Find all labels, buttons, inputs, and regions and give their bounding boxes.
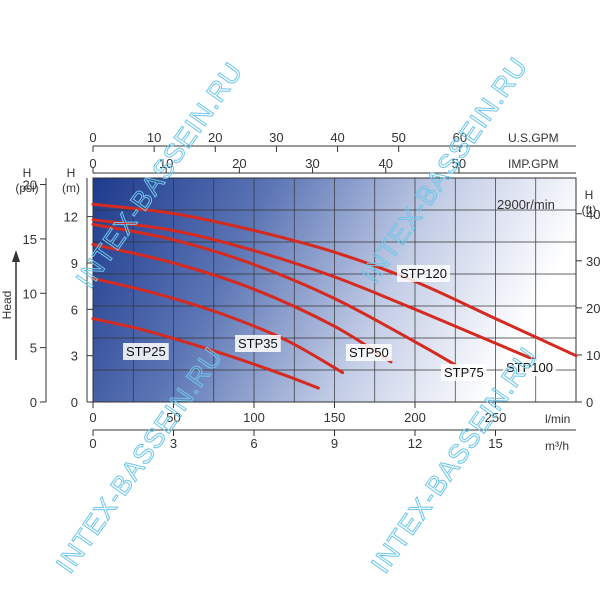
us-gpm-tick-label: 60 (453, 130, 467, 145)
series-labels: STP25 STP35 STP50 STP75 STP100 STP120 (123, 265, 556, 381)
imp-gpm-tick-label: 10 (159, 156, 173, 171)
curve-stp25 (91, 317, 320, 390)
lpm-tick-label: 100 (243, 410, 265, 425)
us-gpm-tick-label: 20 (208, 130, 222, 145)
label-stp100: STP100 (506, 360, 553, 375)
m3h-tick-label: 3 (170, 436, 177, 451)
label-bg-stp25 (123, 343, 169, 360)
lpm-tick-label: 250 (485, 410, 507, 425)
curve-stp100 (91, 218, 538, 362)
label-bg-stp100 (503, 359, 556, 376)
imp-gpm-tick-label: 40 (378, 156, 392, 171)
curve-stp75 (91, 222, 457, 367)
imp-gpm-tick-label: 0 (89, 156, 96, 171)
lpm-tick-label: 50 (166, 410, 180, 425)
m3h-tick-label: 0 (89, 436, 96, 451)
ft-tick-label: 10 (586, 348, 600, 363)
curve-stp120 (91, 202, 578, 358)
m-tick-label: 9 (71, 256, 78, 271)
m3h-tick-label: 9 (331, 436, 338, 451)
psi-tick-label: 5 (30, 341, 37, 356)
us-gpm-unit-label: U.S.GPM (508, 131, 559, 145)
psi-unit-label: H (psi) (15, 166, 38, 195)
us-gpm-tick-label: 30 (269, 130, 283, 145)
imp-gpm-tick-label: 20 (232, 156, 246, 171)
label-bg-stp35 (235, 335, 281, 352)
label-stp25: STP25 (126, 344, 166, 359)
m-tick-label: 3 (71, 349, 78, 364)
imp-gpm-tick-label: 30 (305, 156, 319, 171)
ft-unit-label: H (ft) (582, 188, 597, 217)
label-stp120: STP120 (400, 266, 447, 281)
label-stp50: STP50 (349, 345, 389, 360)
label-bg-stp120 (397, 265, 450, 282)
label-bg-stp75 (441, 364, 487, 381)
label-stp75: STP75 (444, 365, 484, 380)
m3h-unit-label: m³/h (545, 439, 569, 453)
m3h-tick-label: 12 (408, 436, 422, 451)
ft-tick-label: 20 (586, 301, 600, 316)
psi-tick-label: 15 (23, 232, 37, 247)
head-label: Head (0, 291, 14, 320)
psi-tick-label: 0 (30, 395, 37, 410)
pump-curves (91, 202, 578, 390)
m-tick-label: 0 (71, 395, 78, 410)
curve-stp35 (91, 276, 345, 375)
lpm-tick-label: 150 (324, 410, 346, 425)
us-gpm-tick-label: 0 (89, 130, 96, 145)
m-tick-label: 6 (71, 302, 78, 317)
m3h-tick-label: 15 (488, 436, 502, 451)
us-gpm-tick-label: 50 (391, 130, 405, 145)
us-gpm-tick-label: 10 (147, 130, 161, 145)
lpm-unit-label: l/min (545, 412, 570, 426)
ft-tick-label: 40 (586, 207, 600, 222)
m-tick-label: 12 (64, 210, 78, 225)
head-arrow-icon (12, 250, 20, 262)
m-unit-label: H (m) (62, 166, 80, 195)
psi-tick-label: 10 (23, 286, 37, 301)
ft-tick-label: 30 (586, 254, 600, 269)
lpm-tick-label: 200 (404, 410, 426, 425)
lpm-tick-label: 0 (89, 410, 96, 425)
psi-tick-label: 20 (23, 178, 37, 193)
ft-tick-label: 0 (586, 395, 593, 410)
curve-stp50 (91, 242, 393, 364)
m3h-tick-label: 6 (250, 436, 257, 451)
speed-label: 2900r/min (497, 197, 555, 212)
imp-gpm-unit-label: IMP.GPM (508, 157, 558, 171)
label-stp35: STP35 (238, 336, 278, 351)
label-bg-stp50 (346, 344, 392, 361)
us-gpm-tick-label: 40 (330, 130, 344, 145)
imp-gpm-tick-label: 50 (452, 156, 466, 171)
